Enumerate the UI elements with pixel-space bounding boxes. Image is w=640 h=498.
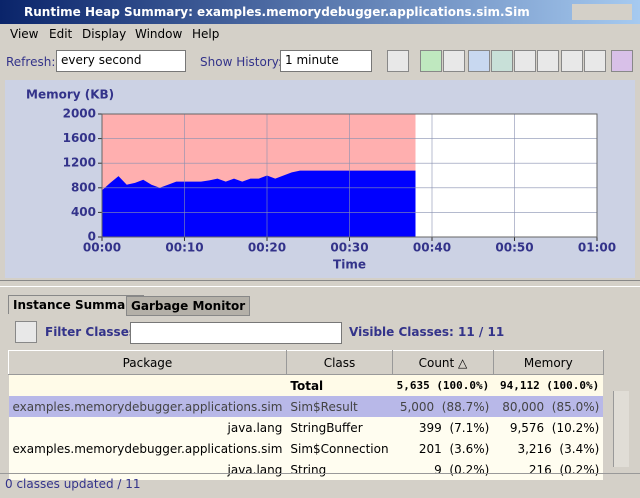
class[interactable]: StringBuffer	[290, 420, 363, 435]
total-memory: 94,112 (100.0%)	[499, 379, 600, 392]
y-tick-label: 1600	[63, 131, 96, 145]
close[interactable]	[572, 4, 632, 20]
chart: 0 400 800 1200 1600 2000 00:00 00:10 00:20 00:30 0…	[5, 80, 635, 278]
tool-button[interactable]	[420, 50, 442, 72]
count[interactable]: 5,000 (88.7%)	[399, 399, 490, 414]
history-combo[interactable]: 1 minute	[280, 50, 372, 72]
splitter	[0, 280, 640, 287]
refresh-label: Refresh:	[6, 55, 56, 69]
tool-button[interactable]	[514, 50, 536, 72]
y-axis-label: Memory (KB)	[26, 88, 114, 102]
tool-button[interactable]	[584, 50, 606, 72]
menu-item[interactable]: Window	[135, 27, 183, 41]
y-tick-label: 2000	[63, 107, 96, 121]
window-title: Runtime Heap Summary: examples.memorydeb…	[24, 5, 530, 19]
visible-classes: Visible Classes: 11 / 11	[349, 325, 505, 339]
col-header[interactable]: Package	[8, 350, 287, 375]
memory[interactable]: 80,000 (85.0%)	[502, 399, 600, 414]
y-tick-label: 1200	[63, 156, 96, 170]
tool-button[interactable]	[468, 50, 490, 72]
area	[102, 170, 416, 237]
tool-button[interactable]	[611, 50, 633, 72]
history-label: Show History:	[200, 55, 283, 69]
refresh-combo[interactable]: every second	[56, 50, 186, 72]
scrollbar[interactable]	[613, 391, 629, 467]
x-tick-label: 01:00	[578, 241, 616, 255]
memory[interactable]: 3,216 (3.4%)	[517, 441, 600, 456]
total-label: Total	[290, 378, 324, 393]
status-bar	[0, 473, 640, 498]
class[interactable]: Sim$Result	[290, 399, 358, 414]
col-header[interactable]: Class	[285, 350, 394, 375]
filter-label: Filter Classes:	[45, 325, 141, 339]
package[interactable]: examples.memorydebugger.applications.sim	[12, 441, 283, 456]
gc-button[interactable]	[387, 50, 409, 72]
filter-combo[interactable]	[130, 322, 342, 344]
filter-button[interactable]	[15, 321, 37, 343]
menu-item[interactable]: View	[10, 27, 39, 41]
y-tick-label: 0	[88, 230, 96, 244]
menu-item[interactable]: Edit	[49, 27, 73, 41]
instance-table: Package Class Count △ Memory Total 5,635 (10…	[8, 350, 604, 480]
count[interactable]: 201 (3.6%)	[418, 441, 490, 456]
total-count: 5,635 (100.0%)	[396, 379, 490, 392]
col-header[interactable]: Memory	[492, 350, 604, 375]
plot-border	[101, 113, 598, 238]
menu-item[interactable]: Help	[192, 27, 220, 41]
title-bar	[0, 0, 640, 24]
package[interactable]: examples.memorydebugger.applications.sim	[12, 399, 283, 414]
x-tick-label: 00:10	[165, 241, 203, 255]
tool-button[interactable]	[561, 50, 583, 72]
package[interactable]: java.lang	[227, 420, 283, 435]
x-tick-label: 00:50	[495, 241, 533, 255]
x-tick-label: 00:00	[83, 241, 121, 255]
status-text: 0 classes updated / 11	[5, 477, 141, 491]
class[interactable]: Sim$Connection	[290, 441, 389, 456]
x-axis-label: Time	[333, 258, 366, 272]
x-tick-label: 00:40	[413, 241, 451, 255]
tool-button[interactable]	[537, 50, 559, 72]
tab[interactable]: Instance Summary	[8, 295, 144, 314]
tool-button[interactable]	[491, 50, 513, 72]
count[interactable]: 399 (7.1%)	[418, 420, 490, 435]
memory[interactable]: 9,576 (10.2%)	[509, 420, 600, 435]
x-tick-label: 00:20	[248, 241, 286, 255]
menu-item[interactable]: Display	[82, 27, 127, 41]
y-tick-label: 800	[71, 180, 96, 194]
y-tick-label: 400	[71, 205, 96, 219]
col-header[interactable]: Count △	[392, 350, 494, 375]
x-tick-label: 00:30	[330, 241, 368, 255]
tool-button[interactable]	[443, 50, 465, 72]
tab[interactable]: Garbage Monitor	[126, 296, 251, 316]
